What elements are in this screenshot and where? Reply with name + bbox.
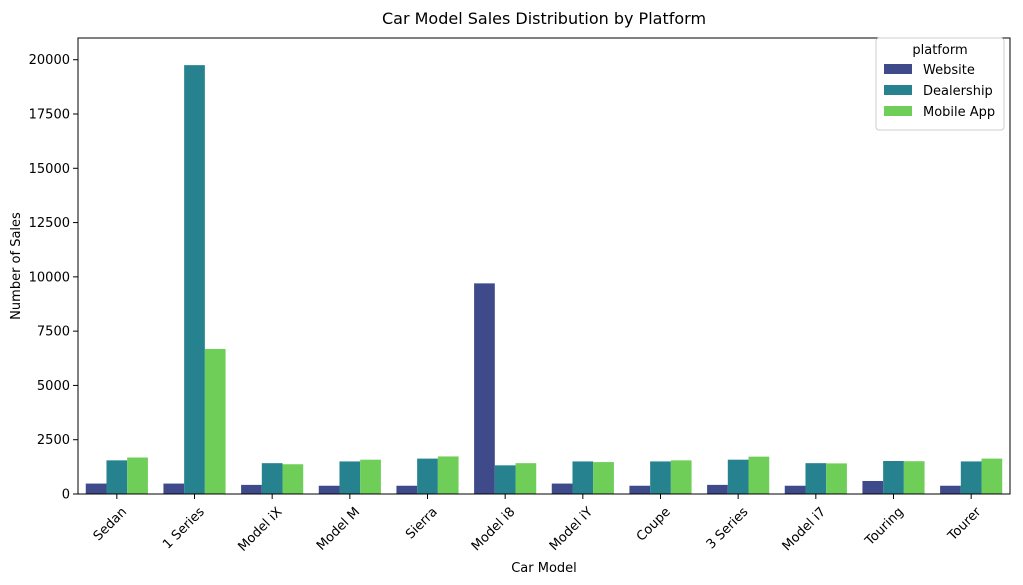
x-tick-label: Model M	[314, 505, 363, 554]
x-tick-label: Model i7	[780, 505, 830, 555]
x-tick-label: Model iY	[547, 505, 596, 554]
bar-sierra-dealership	[417, 458, 438, 494]
y-axis-label: Number of Sales	[9, 212, 24, 320]
bar-sedan-mobile-app	[127, 457, 148, 494]
bar-model-iy-dealership	[572, 461, 594, 494]
legend-swatch	[884, 64, 912, 74]
plot-frame	[77, 37, 1011, 495]
bars-group	[85, 65, 1003, 495]
legend-entry: Mobile App	[923, 105, 995, 120]
y-tick-label: 12500	[29, 216, 70, 231]
bar-sedan-dealership	[106, 460, 128, 494]
y-tick-label: 17500	[29, 108, 70, 123]
bar-model-i8-mobile-app	[515, 463, 537, 494]
bar-coupe-mobile-app	[670, 460, 692, 494]
bar-model-m-dealership	[339, 461, 361, 494]
bar-sierra-website	[396, 485, 418, 494]
x-axis-label: Car Model	[511, 561, 577, 576]
bar-1-series-mobile-app	[204, 348, 226, 494]
y-axis: 0 2500 5000 7500 10000 12500 15000 17500 20000	[29, 53, 78, 503]
x-tick-label: Sedan	[91, 505, 130, 544]
bar-model-ix-mobile-app	[282, 464, 304, 494]
bar-coupe-dealership	[650, 461, 671, 494]
bar-tourer-dealership	[960, 461, 982, 494]
bar-model-i7-dealership	[805, 463, 827, 494]
y-tick-label: 10000	[29, 270, 70, 285]
bar-model-i8-dealership	[494, 465, 516, 494]
legend-entry: Dealership	[923, 84, 993, 99]
y-tick-label: 20000	[29, 53, 70, 68]
x-tick-label: Coupe	[634, 505, 674, 545]
y-tick-label: 2500	[37, 433, 70, 448]
y-tick-label: 5000	[37, 379, 70, 394]
bar-3-series-mobile-app	[748, 456, 770, 494]
bar-3-series-dealership	[727, 459, 749, 494]
bar-model-i7-website	[784, 485, 806, 494]
bar-model-i7-mobile-app	[826, 463, 847, 494]
legend-swatch	[884, 85, 912, 95]
x-tick-label: Touring	[862, 505, 907, 550]
y-tick-label: 7500	[37, 325, 70, 340]
legend-entry: Website	[923, 63, 975, 78]
x-tick-label: Tourer	[945, 504, 985, 544]
legend-swatch	[884, 106, 912, 116]
bar-model-iy-mobile-app	[593, 462, 614, 494]
bar-model-i8-website	[474, 283, 495, 494]
bar-touring-website	[862, 480, 884, 494]
bar-touring-mobile-app	[903, 461, 925, 494]
bar-1-series-website	[163, 483, 185, 494]
bar-model-m-mobile-app	[360, 459, 381, 494]
x-tick-label: 1 Series	[160, 505, 208, 553]
bar-3-series-website	[707, 484, 728, 494]
bar-tourer-mobile-app	[981, 458, 1003, 494]
bar-model-ix-dealership	[261, 463, 283, 494]
x-tick-label: Sierra	[403, 505, 441, 543]
y-tick-label: 15000	[29, 162, 70, 177]
bar-model-m-website	[318, 485, 340, 494]
x-axis: Sedan 1 Series Model iX Model M Sierra Model …	[91, 494, 985, 555]
x-tick-label: Model i8	[469, 505, 519, 555]
x-tick-label: 3 Series	[704, 505, 752, 553]
bar-model-iy-website	[551, 483, 573, 494]
bar-1-series-dealership	[184, 65, 205, 495]
legend: platform Website Dealership Mobile App	[875, 37, 1005, 131]
bar-touring-dealership	[883, 460, 904, 494]
bar-sierra-mobile-app	[437, 456, 459, 494]
legend-title: platform	[912, 43, 967, 58]
x-tick-label: Model iX	[235, 505, 285, 555]
y-tick-label: 0	[62, 488, 70, 503]
bar-model-ix-website	[241, 484, 262, 494]
chart-title: Car Model Sales Distribution by Platform	[382, 9, 706, 28]
bar-sedan-website	[85, 483, 107, 494]
bar-coupe-website	[629, 485, 651, 494]
bar-tourer-website	[940, 485, 961, 494]
